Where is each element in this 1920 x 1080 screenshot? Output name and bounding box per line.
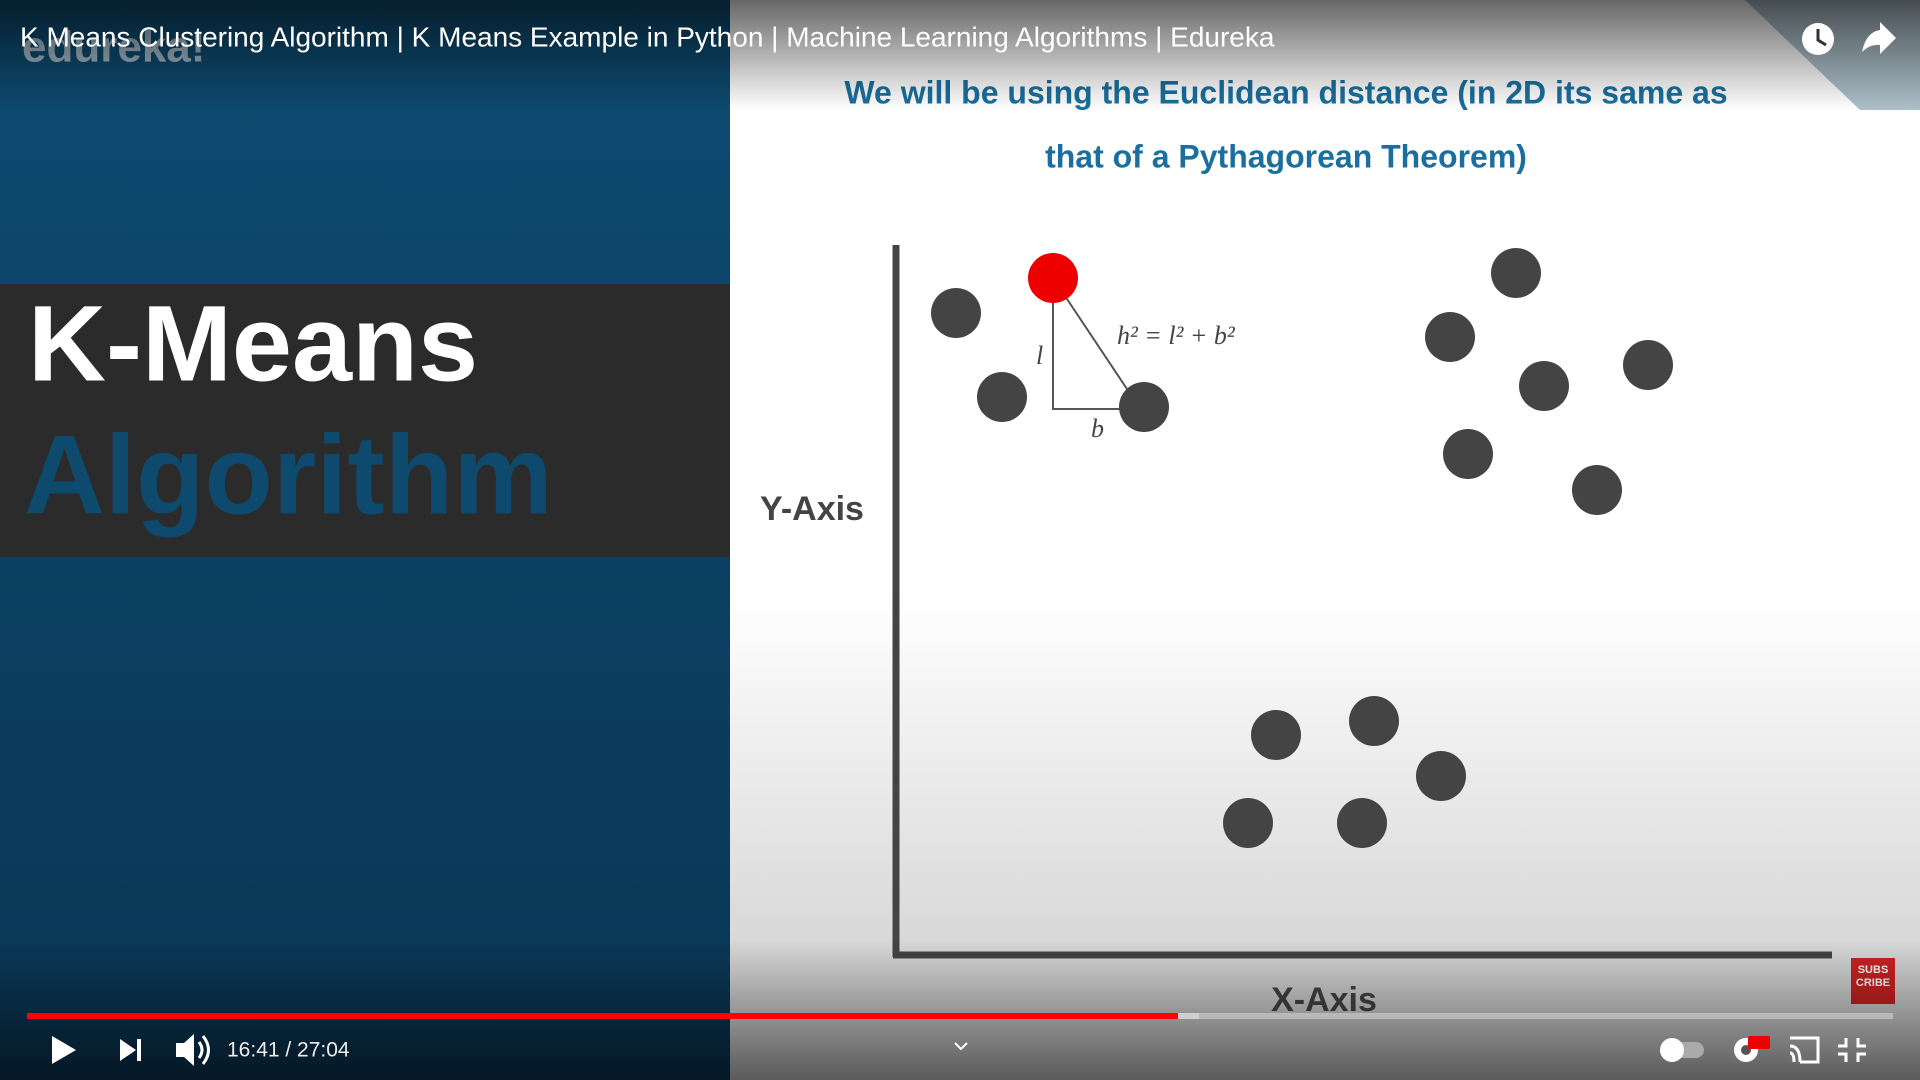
point xyxy=(1119,382,1169,432)
points xyxy=(931,248,1673,848)
exit-fullscreen-button[interactable] xyxy=(1838,1038,1866,1062)
play-button[interactable] xyxy=(52,1036,76,1064)
speaker-icon xyxy=(176,1034,194,1066)
time-display: 16:41 / 27:04 xyxy=(227,1039,350,1062)
next-button[interactable] xyxy=(120,1039,141,1061)
slide-title-line2: Algorithm xyxy=(24,413,553,538)
clock-hands xyxy=(1816,29,1827,47)
next-icon xyxy=(120,1039,136,1061)
point xyxy=(1443,429,1493,479)
slide-heading: that of a Pythagorean Theorem) xyxy=(1045,138,1527,174)
cast-icon xyxy=(1789,1036,1820,1064)
point xyxy=(1491,248,1541,298)
bottom-shade xyxy=(0,940,1920,1080)
point xyxy=(1337,798,1387,848)
point xyxy=(1251,710,1301,760)
volume-waves xyxy=(197,1035,210,1065)
chevron[interactable] xyxy=(954,1042,968,1051)
selected-point xyxy=(1028,253,1078,303)
point xyxy=(1223,798,1273,848)
point xyxy=(931,288,981,338)
progress-played xyxy=(27,1013,1178,1019)
next-bar xyxy=(137,1039,141,1061)
triangle-legs xyxy=(1052,278,1129,410)
point xyxy=(1519,361,1569,411)
point xyxy=(1416,751,1466,801)
top-shade xyxy=(0,0,1920,110)
y-axis-label: Y-Axis xyxy=(760,490,864,528)
right-panel xyxy=(730,0,1920,1080)
point xyxy=(1349,696,1399,746)
autoplay-toggle[interactable] xyxy=(1660,1038,1704,1062)
settings-button[interactable] xyxy=(1734,1036,1770,1062)
point xyxy=(1572,465,1622,515)
formula: h² = l² + b² xyxy=(1117,321,1236,350)
cast-button[interactable] xyxy=(1789,1036,1820,1064)
slide-title-line1: K-Means xyxy=(28,283,478,404)
watch-later-button[interactable] xyxy=(1802,23,1834,55)
share-button[interactable] xyxy=(1862,22,1896,54)
point xyxy=(977,372,1027,422)
toggle-knob xyxy=(1660,1038,1684,1062)
point xyxy=(1623,340,1673,390)
hd-badge xyxy=(1748,1036,1770,1049)
side-label: b xyxy=(1091,414,1104,443)
volume-button[interactable] xyxy=(176,1034,210,1066)
point xyxy=(1425,312,1475,362)
video-title[interactable]: K Means Clustering Algorithm | K Means E… xyxy=(20,21,1275,52)
title-band xyxy=(0,284,730,557)
side-label: l xyxy=(1036,341,1043,370)
